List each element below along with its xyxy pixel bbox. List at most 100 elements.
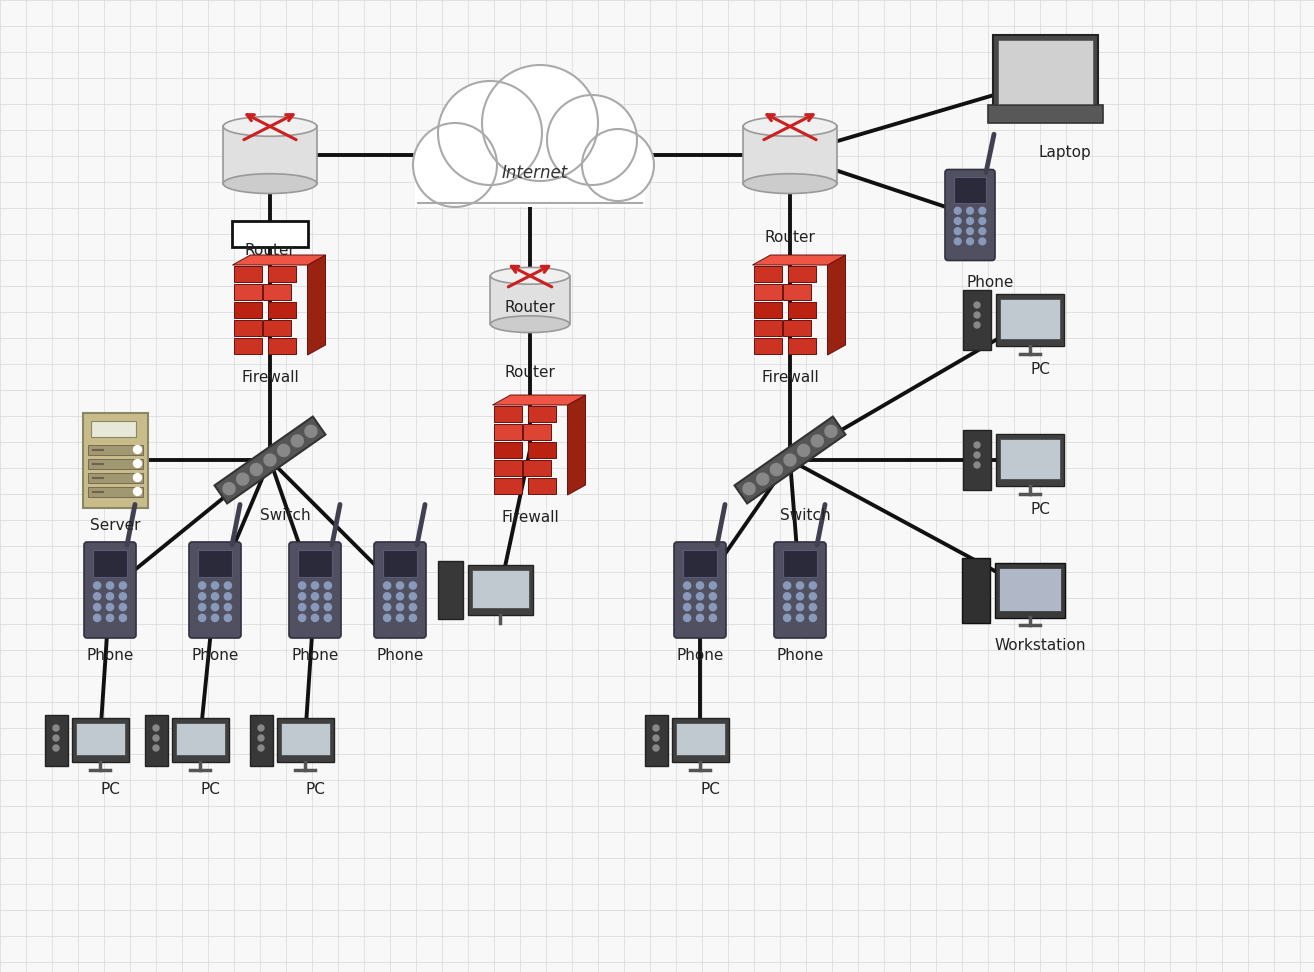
- Circle shape: [979, 218, 986, 225]
- FancyBboxPatch shape: [753, 338, 782, 354]
- Text: Laptop: Laptop: [1038, 145, 1092, 160]
- FancyBboxPatch shape: [954, 178, 987, 203]
- Circle shape: [258, 745, 264, 751]
- Circle shape: [120, 614, 126, 621]
- Circle shape: [311, 604, 318, 610]
- FancyBboxPatch shape: [268, 266, 296, 282]
- FancyBboxPatch shape: [674, 542, 727, 638]
- FancyBboxPatch shape: [45, 715, 68, 766]
- FancyBboxPatch shape: [250, 715, 273, 766]
- Text: Switch: Switch: [779, 508, 830, 523]
- Circle shape: [974, 302, 980, 308]
- Circle shape: [409, 604, 417, 610]
- FancyBboxPatch shape: [298, 550, 332, 577]
- Circle shape: [258, 725, 264, 731]
- Circle shape: [979, 227, 986, 234]
- FancyBboxPatch shape: [988, 105, 1102, 123]
- Circle shape: [696, 604, 703, 610]
- Circle shape: [796, 582, 804, 589]
- FancyBboxPatch shape: [88, 472, 142, 482]
- FancyBboxPatch shape: [645, 715, 668, 766]
- FancyBboxPatch shape: [415, 157, 645, 207]
- FancyBboxPatch shape: [88, 444, 142, 455]
- Circle shape: [967, 207, 974, 214]
- Text: Switch: Switch: [260, 508, 310, 523]
- Circle shape: [93, 582, 101, 589]
- Circle shape: [710, 582, 716, 589]
- FancyBboxPatch shape: [753, 284, 782, 300]
- Text: Router: Router: [244, 243, 296, 258]
- Circle shape: [796, 593, 804, 600]
- FancyBboxPatch shape: [1000, 439, 1060, 479]
- Circle shape: [809, 582, 816, 589]
- FancyBboxPatch shape: [992, 35, 1097, 107]
- Circle shape: [311, 614, 318, 621]
- FancyBboxPatch shape: [774, 542, 827, 638]
- FancyBboxPatch shape: [787, 266, 816, 282]
- Circle shape: [954, 238, 961, 245]
- FancyBboxPatch shape: [783, 320, 811, 336]
- Text: Phone: Phone: [966, 275, 1013, 290]
- Polygon shape: [828, 255, 845, 355]
- Circle shape: [384, 582, 390, 589]
- Circle shape: [198, 614, 206, 621]
- Circle shape: [384, 604, 390, 610]
- Circle shape: [212, 604, 218, 610]
- Circle shape: [438, 81, 541, 185]
- Text: PC: PC: [1030, 362, 1050, 377]
- FancyBboxPatch shape: [277, 718, 334, 762]
- Text: Phone: Phone: [376, 648, 423, 663]
- FancyBboxPatch shape: [753, 302, 782, 318]
- Ellipse shape: [744, 117, 837, 136]
- Circle shape: [397, 604, 403, 610]
- FancyBboxPatch shape: [268, 338, 296, 354]
- FancyBboxPatch shape: [995, 563, 1066, 618]
- Circle shape: [120, 593, 126, 600]
- Circle shape: [783, 593, 791, 600]
- Circle shape: [134, 473, 142, 481]
- Circle shape: [152, 745, 159, 751]
- FancyBboxPatch shape: [528, 406, 556, 422]
- FancyBboxPatch shape: [528, 478, 556, 494]
- FancyBboxPatch shape: [172, 718, 229, 762]
- Circle shape: [974, 312, 980, 318]
- Circle shape: [93, 604, 101, 610]
- Text: Server: Server: [89, 518, 141, 533]
- Circle shape: [298, 582, 306, 589]
- Circle shape: [653, 745, 660, 751]
- Ellipse shape: [744, 174, 837, 193]
- FancyBboxPatch shape: [189, 542, 240, 638]
- Text: Phone: Phone: [87, 648, 134, 663]
- Circle shape: [198, 582, 206, 589]
- Polygon shape: [233, 255, 326, 265]
- Circle shape: [974, 442, 980, 448]
- Ellipse shape: [223, 174, 317, 193]
- Circle shape: [106, 582, 113, 589]
- Circle shape: [120, 582, 126, 589]
- Circle shape: [53, 735, 59, 741]
- Circle shape: [225, 604, 231, 610]
- Circle shape: [974, 452, 980, 458]
- FancyBboxPatch shape: [83, 412, 147, 507]
- FancyBboxPatch shape: [744, 126, 837, 184]
- FancyBboxPatch shape: [234, 302, 261, 318]
- Polygon shape: [568, 395, 586, 495]
- Text: Phone: Phone: [677, 648, 724, 663]
- FancyBboxPatch shape: [787, 302, 816, 318]
- Circle shape: [967, 238, 974, 245]
- Circle shape: [757, 473, 769, 485]
- FancyBboxPatch shape: [962, 558, 989, 623]
- FancyBboxPatch shape: [281, 723, 330, 755]
- Text: PC: PC: [100, 782, 120, 797]
- FancyBboxPatch shape: [735, 417, 845, 503]
- Text: PC: PC: [700, 782, 720, 797]
- Circle shape: [653, 735, 660, 741]
- Circle shape: [212, 582, 218, 589]
- Circle shape: [225, 582, 231, 589]
- Circle shape: [198, 593, 206, 600]
- Circle shape: [397, 582, 403, 589]
- Circle shape: [152, 725, 159, 731]
- Circle shape: [796, 604, 804, 610]
- Polygon shape: [307, 255, 326, 355]
- Circle shape: [325, 582, 331, 589]
